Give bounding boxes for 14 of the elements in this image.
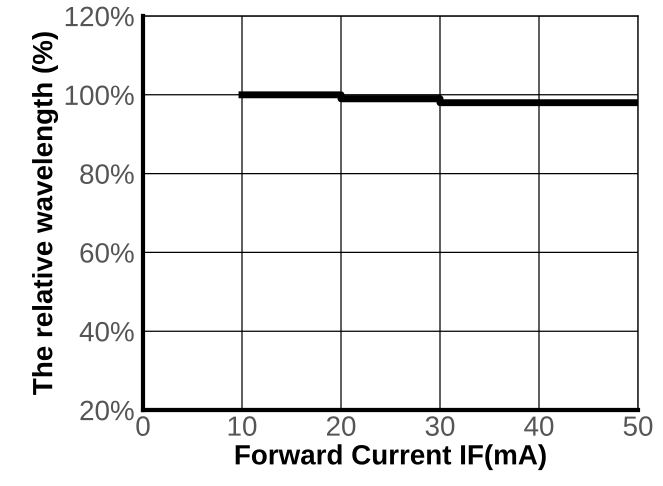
x-tick-label: 40 [524, 416, 554, 436]
y-tick-label: 40% [80, 322, 134, 342]
y-tick-label: 60% [80, 243, 134, 263]
x-tick-label: 20 [326, 416, 356, 436]
x-tick-label: 30 [426, 416, 454, 436]
y-tick-label: 120% [66, 6, 134, 26]
x-tick-label: 50 [624, 416, 652, 436]
y-tick-label: 20% [80, 400, 134, 420]
y-axis-title: The relative wavelength (%) [32, 32, 58, 395]
y-tick-label: 80% [80, 164, 134, 184]
y-tick-label: 100% [66, 85, 134, 106]
x-axis-title: Forward Current IF(mA) [236, 444, 546, 470]
x-tick-label: 10 [228, 416, 256, 436]
x-tick-label: 0 [136, 416, 150, 436]
